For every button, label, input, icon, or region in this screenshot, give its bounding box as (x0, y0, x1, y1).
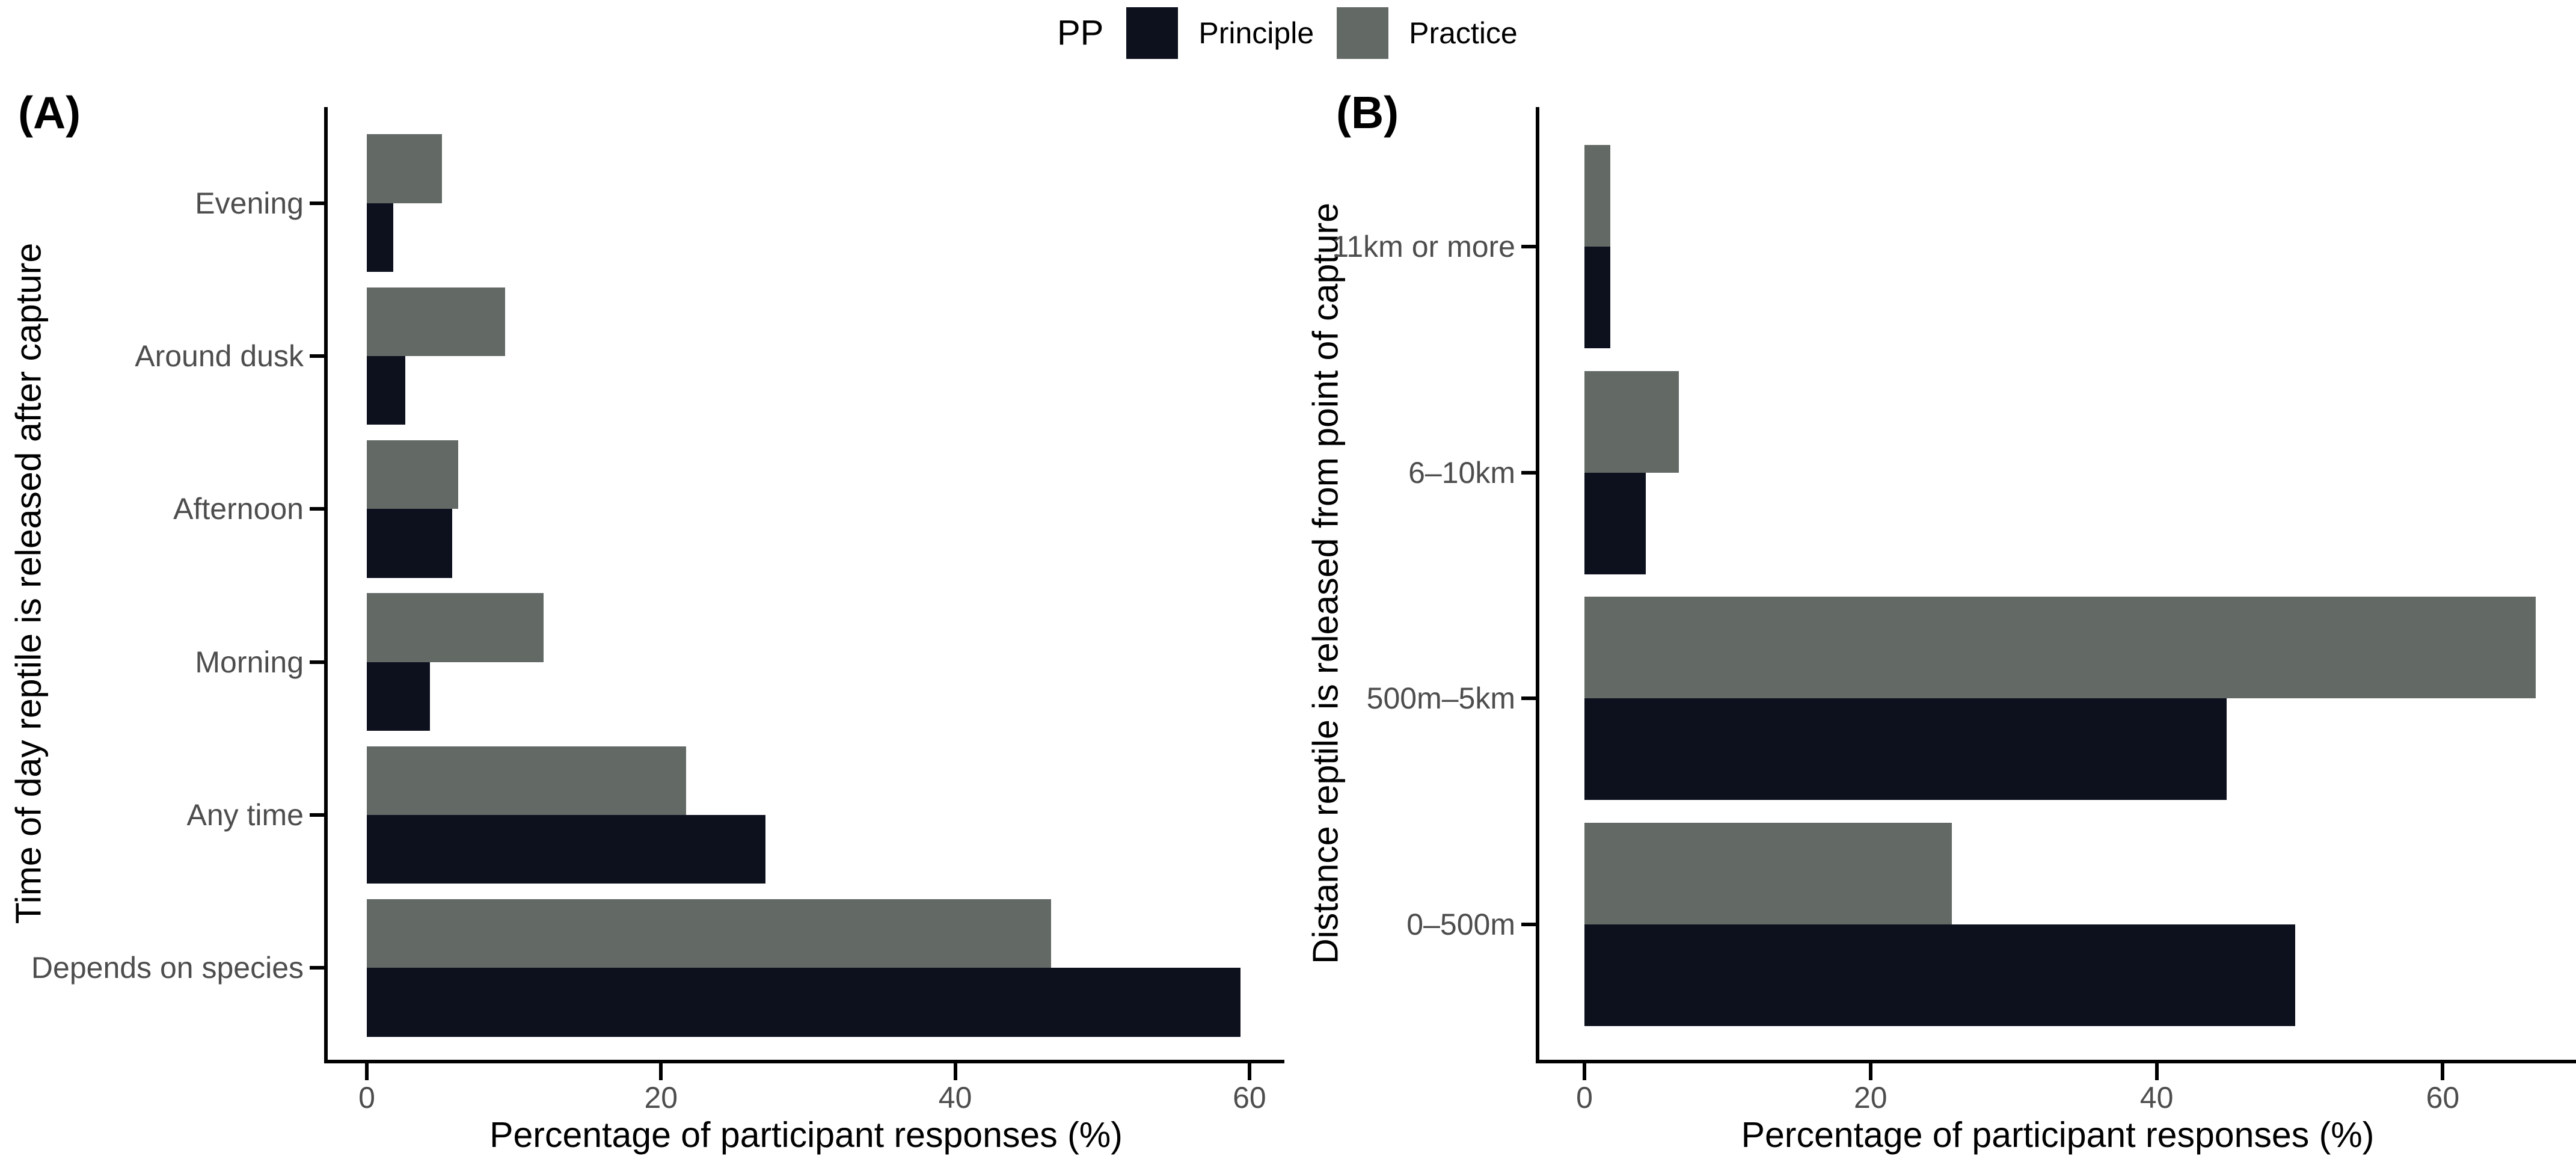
bar-a-morning-principle (367, 662, 431, 731)
y-tick-b-500m-5km (1521, 696, 1536, 701)
x-tick-label-a-40: 40 (938, 1081, 972, 1114)
category-label-a-morning: Morning (195, 645, 304, 679)
category-label-a-afternoon: Afternoon (173, 492, 304, 526)
bar-b-6-10km-practice (1584, 370, 1679, 473)
category-label-a-depends-on-species: Depends on species (31, 951, 304, 985)
x-tick-label-a-0: 0 (358, 1081, 375, 1114)
x-tick-a-60 (1247, 1063, 1251, 1080)
y-tick-b-11km-or-more (1521, 245, 1536, 249)
legend: PP Principle Practice (1057, 6, 1518, 60)
bar-a-around-dusk-practice (367, 287, 505, 356)
bar-b-500m-5km-principle (1584, 698, 2227, 801)
y-tick-a-any-time (310, 813, 324, 817)
legend-item-practice: Practice (1337, 7, 1518, 59)
x-tick-a-0 (365, 1063, 369, 1080)
legend-label-practice: Practice (1409, 16, 1518, 50)
x-tick-a-40 (953, 1063, 957, 1080)
bar-a-evening-practice (367, 134, 442, 203)
x-tick-b-40 (2154, 1063, 2159, 1080)
bar-a-any-time-practice (367, 746, 686, 816)
category-label-b-6-10km: 6–10km (1408, 455, 1515, 490)
y-tick-a-around-dusk (310, 354, 324, 358)
x-tick-label-a-60: 60 (1233, 1081, 1266, 1114)
y-tick-a-evening (310, 201, 324, 205)
bar-b-0-500m-principle (1584, 924, 2296, 1026)
category-label-b-11km-or-more: 11km or more (1332, 230, 1515, 264)
bar-a-depends-on-species-practice (367, 899, 1051, 968)
legend-label-principle: Principle (1198, 16, 1314, 50)
y-tick-b-0-500m (1521, 922, 1536, 926)
category-label-a-around-dusk: Around dusk (135, 339, 304, 373)
bar-a-afternoon-principle (367, 509, 452, 578)
x-axis-title-a: Percentage of participant responses (%) (489, 1115, 1123, 1155)
x-axis-title-b: Percentage of participant responses (%) (1741, 1115, 2375, 1155)
bar-b-11km-or-more-principle (1584, 247, 1610, 349)
bar-b-6-10km-principle (1584, 472, 1646, 574)
legend-swatch-practice (1337, 7, 1389, 59)
category-label-a-evening: Evening (195, 186, 304, 220)
legend-swatch-principle (1126, 7, 1179, 59)
y-axis-title-b: Distance reptile is released from point … (1305, 203, 1346, 964)
category-label-b-0-500m: 0–500m (1406, 907, 1515, 941)
y-axis-line-b (1536, 107, 1539, 1063)
bar-b-500m-5km-practice (1584, 597, 2536, 699)
y-tick-b-6-10km (1521, 470, 1536, 475)
x-tick-label-b-0: 0 (1576, 1081, 1593, 1114)
bar-b-0-500m-practice (1584, 822, 1952, 924)
x-axis-line-a (324, 1060, 1284, 1063)
x-tick-label-b-20: 20 (1853, 1081, 1888, 1114)
x-tick-b-20 (1868, 1063, 1872, 1080)
y-tick-a-afternoon (310, 507, 324, 511)
category-label-b-500m-5km: 500m–5km (1366, 681, 1515, 716)
x-tick-b-0 (1583, 1063, 1586, 1080)
legend-title: PP (1057, 13, 1104, 52)
bar-a-any-time-principle (367, 815, 765, 884)
x-tick-a-20 (659, 1063, 663, 1080)
panel-label-b: (B) (1336, 87, 1399, 138)
bar-a-depends-on-species-principle (367, 968, 1241, 1037)
x-tick-label-a-20: 20 (644, 1081, 678, 1114)
bar-a-evening-principle (367, 203, 394, 272)
x-axis-line-b (1536, 1060, 2576, 1063)
category-label-a-any-time: Any time (186, 798, 304, 832)
bar-a-around-dusk-principle (367, 355, 405, 425)
x-tick-label-b-60: 60 (2426, 1081, 2460, 1114)
y-axis-line-a (324, 107, 328, 1063)
panel-label-a: (A) (18, 87, 81, 138)
bar-b-11km-or-more-practice (1584, 145, 1610, 247)
y-tick-a-morning (310, 660, 324, 664)
x-tick-b-60 (2441, 1063, 2445, 1080)
bar-a-morning-practice (367, 593, 544, 662)
y-tick-a-depends-on-species (310, 966, 324, 970)
bar-a-afternoon-practice (367, 440, 458, 509)
x-tick-label-b-40: 40 (2139, 1081, 2174, 1114)
legend-item-principle: Principle (1126, 7, 1314, 59)
